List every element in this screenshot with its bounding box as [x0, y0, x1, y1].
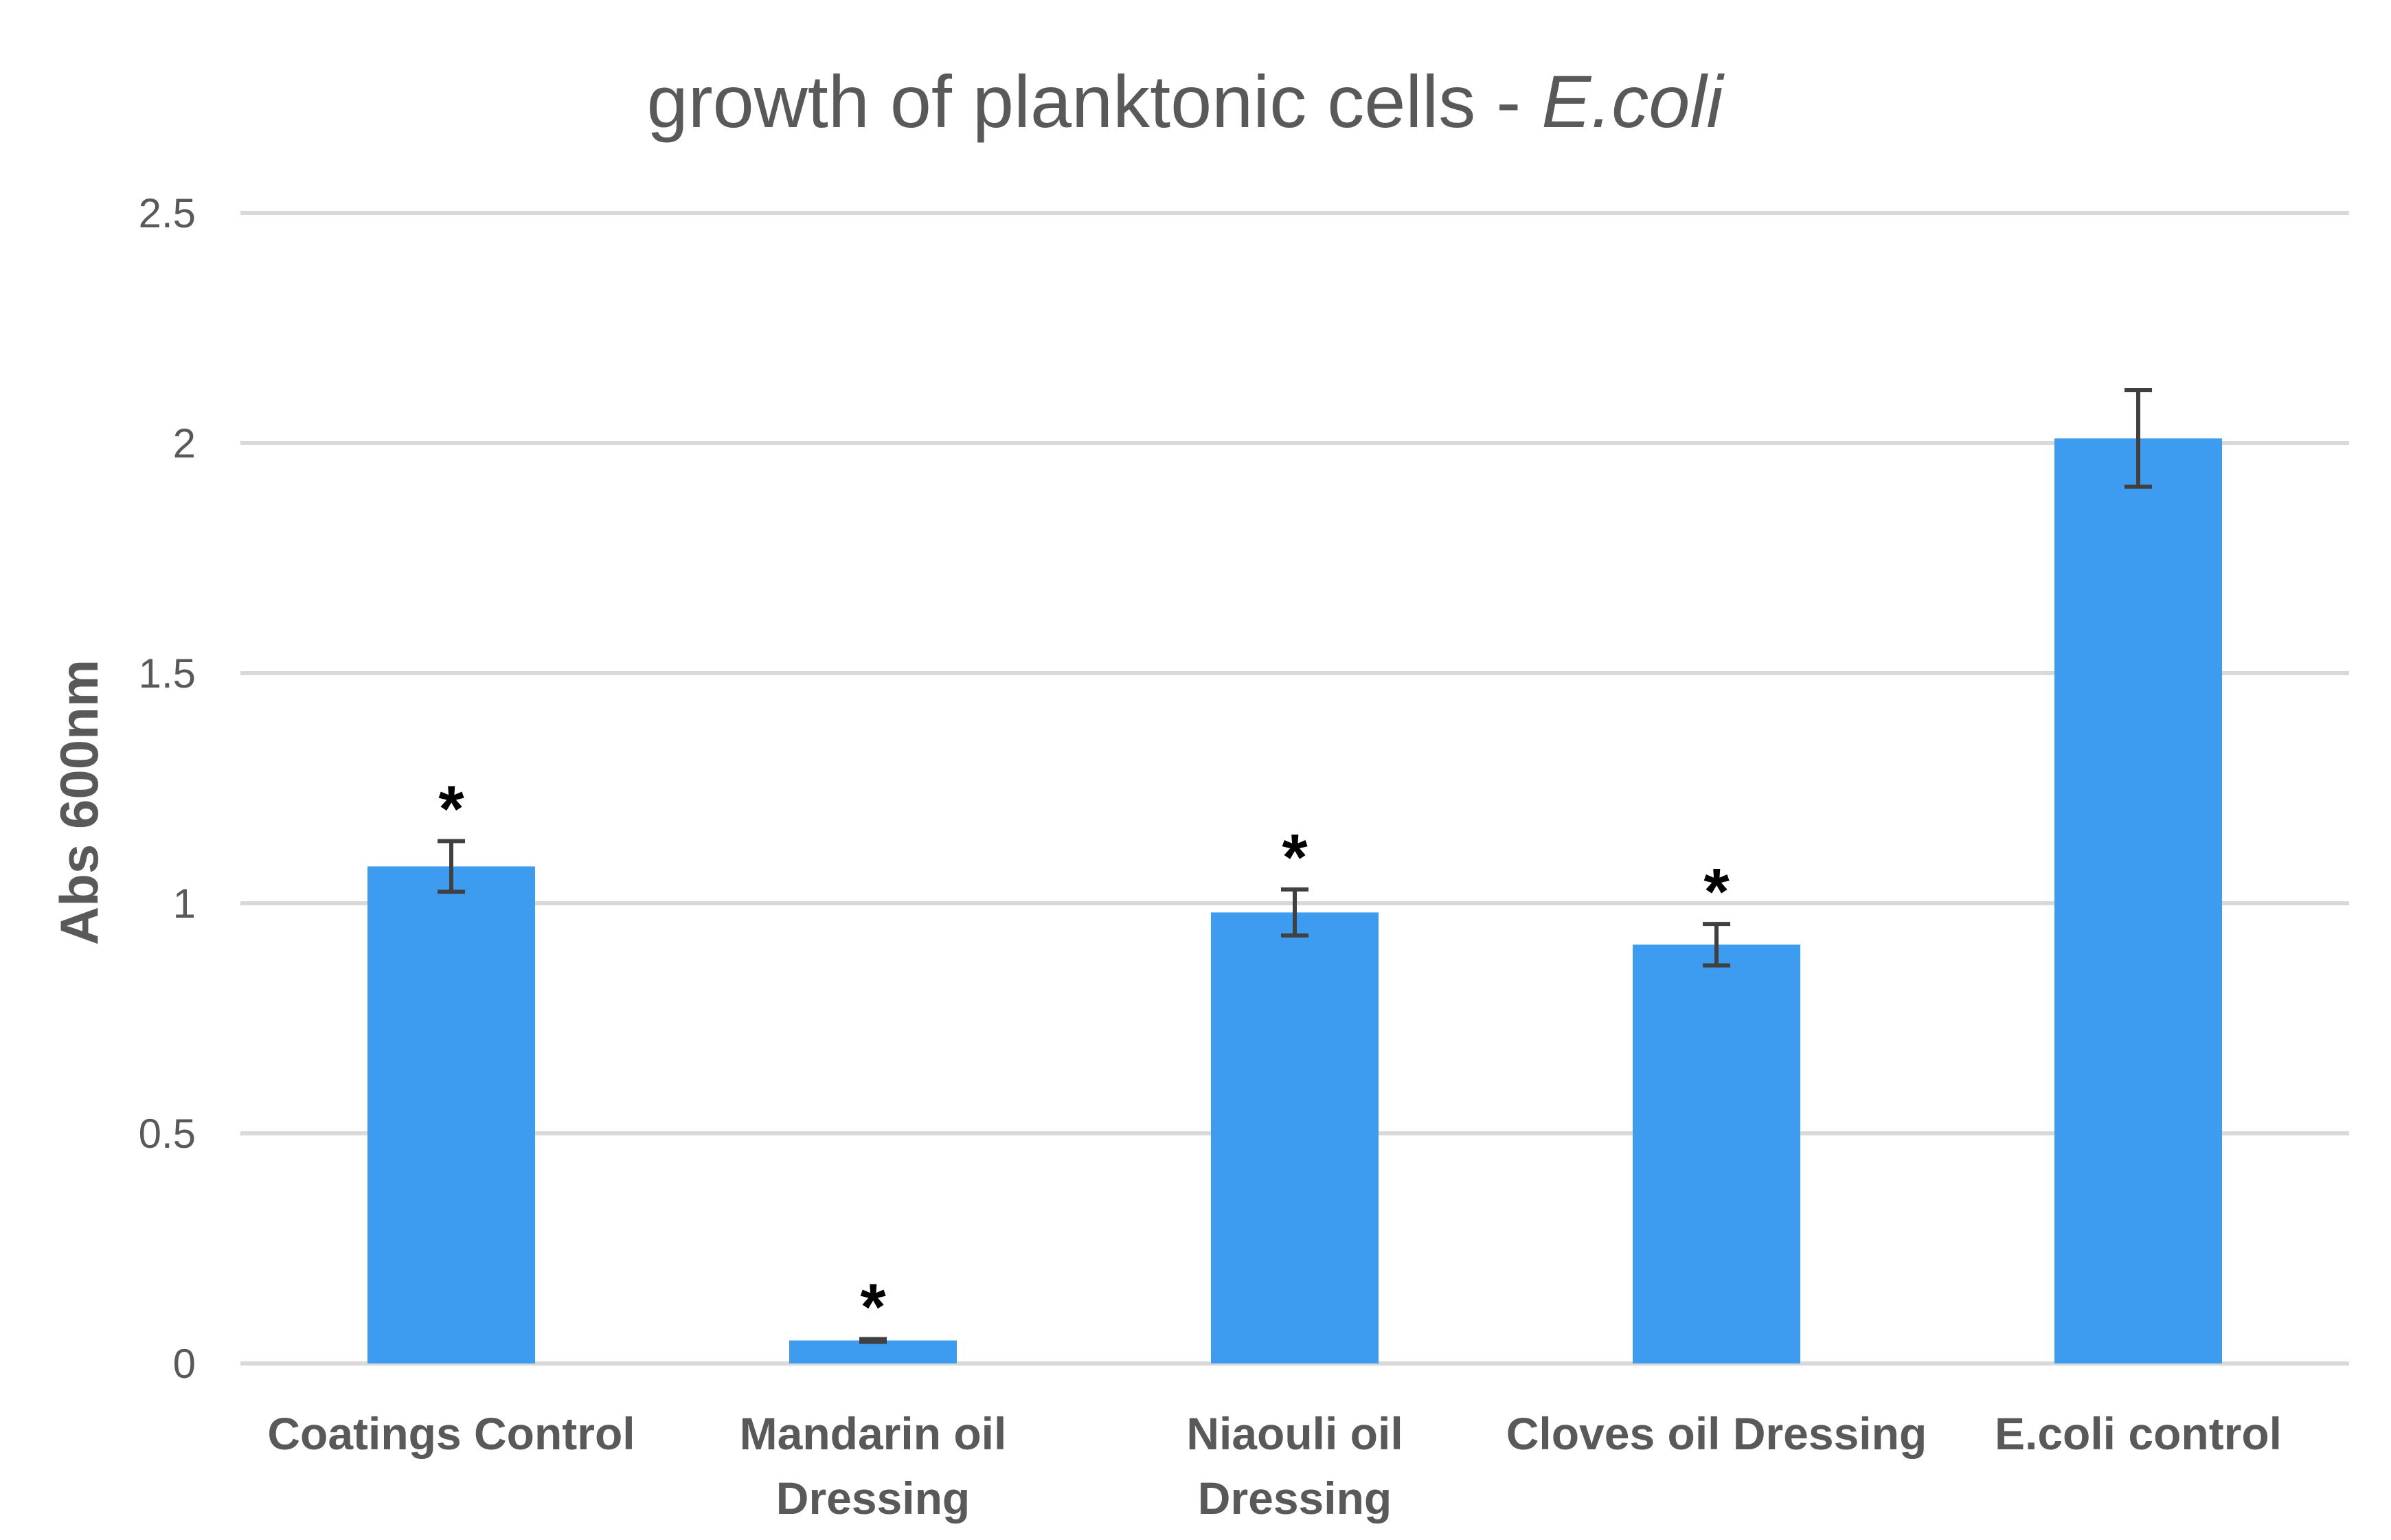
y-tick-label: 0.5	[139, 1111, 196, 1157]
x-category-label-line: Niaouli oil	[1186, 1408, 1403, 1459]
significance-marks: * * * *	[438, 773, 1730, 1344]
significance-asterisk: *	[438, 773, 464, 846]
x-category-label-line: Cloves oil Dressing	[1506, 1408, 1927, 1459]
x-category-label: Niaouli oil Dressing	[1186, 1408, 1403, 1524]
x-category-label-line: E.coli control	[1995, 1408, 2282, 1459]
y-tick-label: 2	[173, 420, 196, 466]
y-tick-label: 0	[173, 1341, 196, 1387]
y-axis-ticks: 0 0.5 1 1.5 2 2.5	[139, 190, 196, 1387]
significance-asterisk: *	[1282, 821, 1308, 894]
y-axis-label: Abs 600nm	[49, 659, 109, 945]
bar-0	[367, 866, 535, 1363]
chart-title-italic: E.coli	[1541, 60, 1725, 143]
x-category-label-line: Dressing	[1198, 1473, 1392, 1524]
y-tick-label: 1.5	[139, 650, 196, 697]
x-category-label: Coatings Control	[267, 1408, 635, 1459]
x-category-label-line: Coatings Control	[267, 1408, 635, 1459]
chart-title: growth of planktonic cells - E.coli	[647, 60, 1725, 143]
bar-1	[789, 1340, 957, 1363]
x-axis-categories: Coatings Control Mandarin oil DressingNiao…	[267, 1408, 2282, 1524]
x-category-label: Cloves oil Dressing	[1506, 1408, 1927, 1459]
bars	[367, 438, 2222, 1363]
significance-asterisk: *	[1703, 855, 1730, 929]
significance-asterisk: *	[860, 1270, 886, 1344]
x-category-label-line: Mandarin oil	[740, 1408, 1007, 1459]
x-category-label: E.coli control	[1995, 1408, 2282, 1459]
x-category-label-line: Dressing	[776, 1473, 970, 1524]
bar-2	[1211, 912, 1379, 1363]
bar-3	[1633, 944, 1800, 1363]
x-category-label: Mandarin oil Dressing	[740, 1408, 1007, 1524]
chart-title-text: growth of planktonic cells -	[647, 60, 1542, 143]
y-tick-label: 2.5	[139, 190, 196, 236]
error-bars	[438, 387, 2152, 1344]
y-tick-label: 1	[173, 881, 196, 927]
bar-4	[2054, 438, 2222, 1363]
